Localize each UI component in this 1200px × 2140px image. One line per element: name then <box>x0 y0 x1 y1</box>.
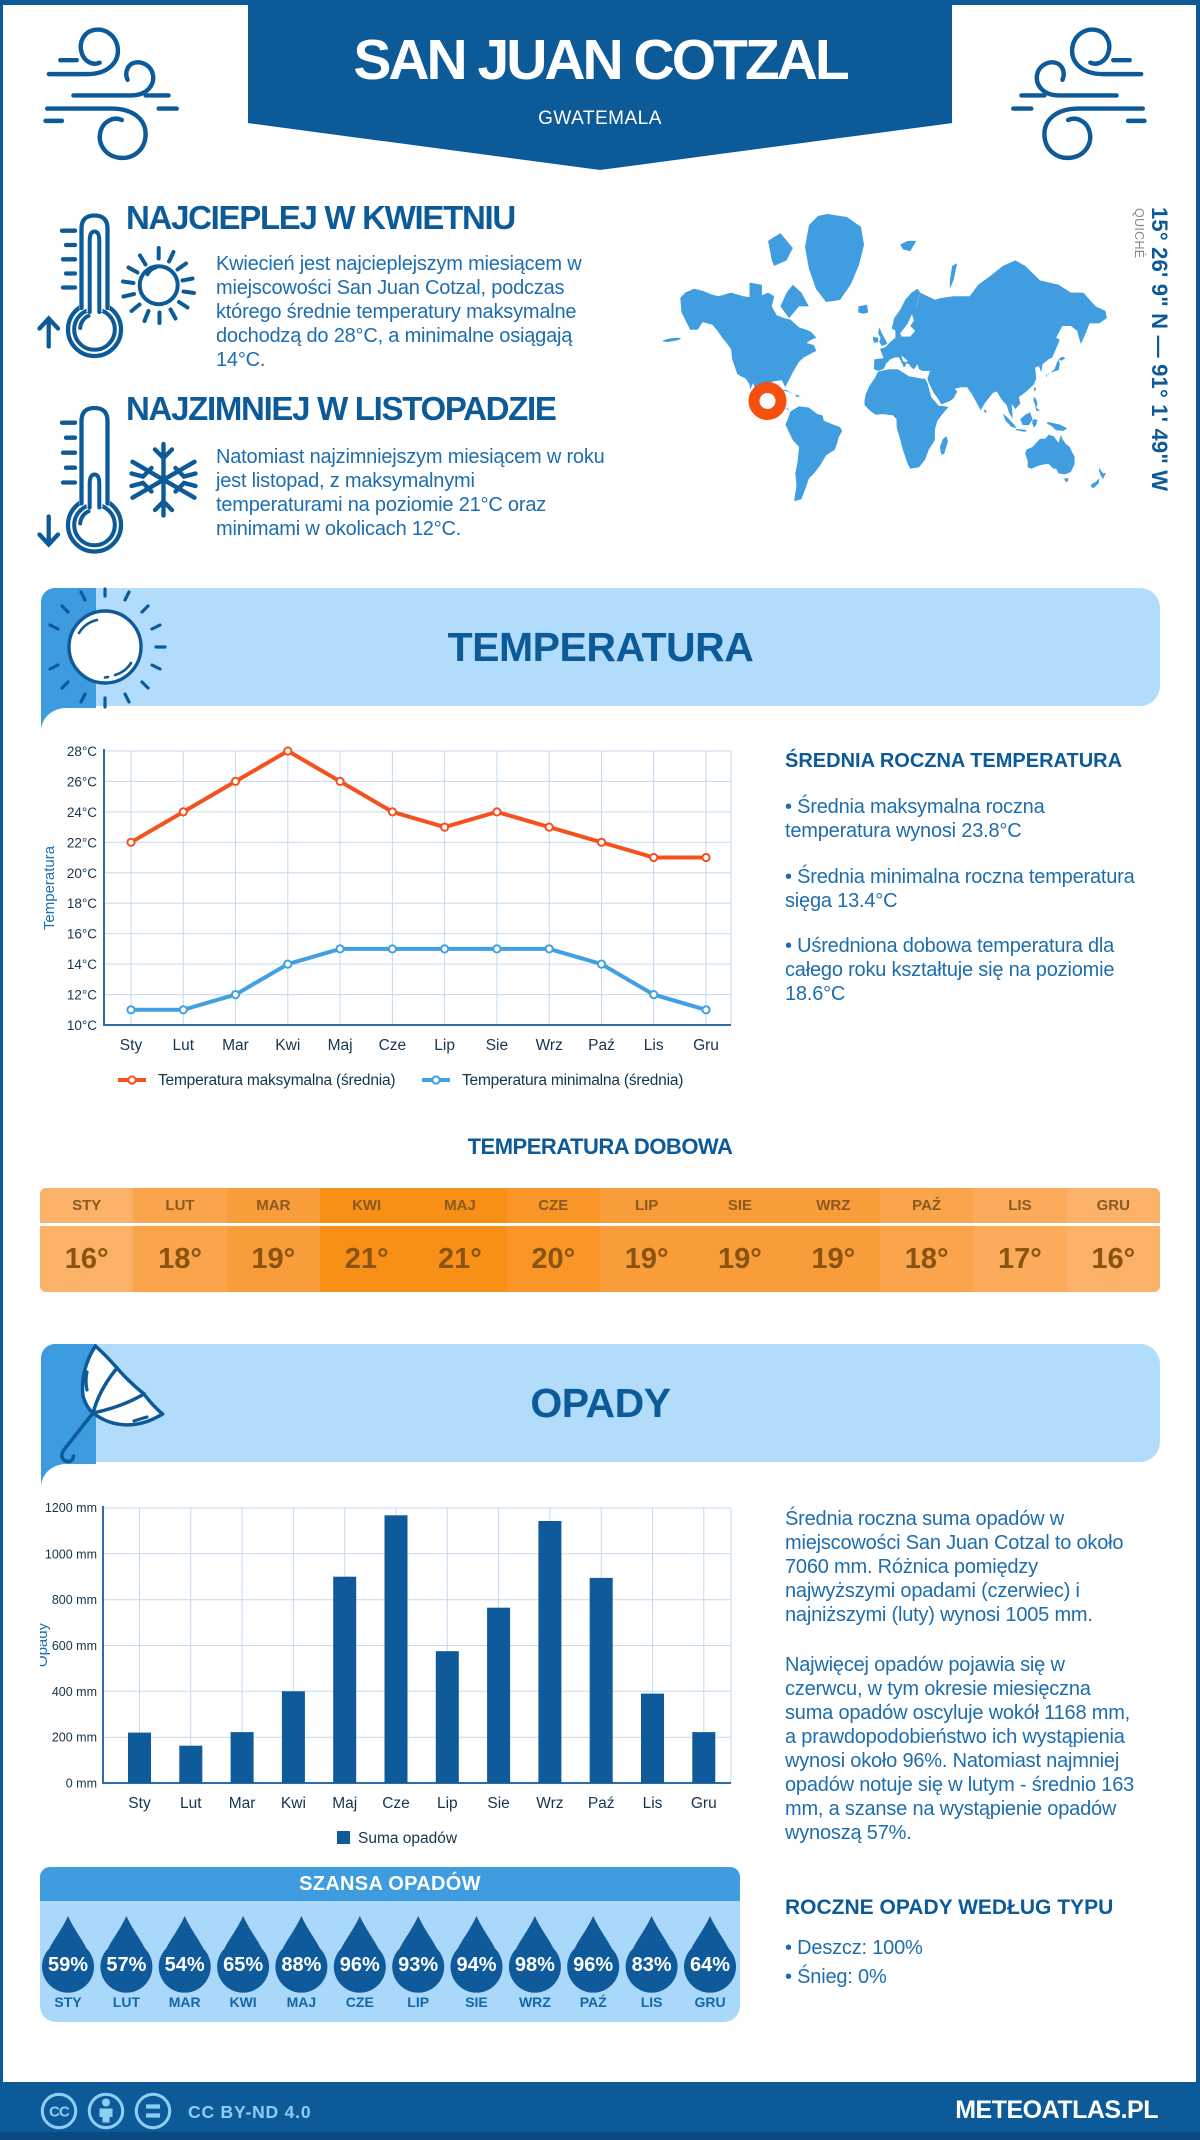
svg-text:Lis: Lis <box>643 1795 663 1812</box>
svg-text:STY: STY <box>54 1994 82 2010</box>
svg-text:Mar: Mar <box>222 1037 249 1054</box>
svg-text:800 mm: 800 mm <box>52 1593 97 1607</box>
svg-text:Cze: Cze <box>382 1795 410 1812</box>
svg-text:GRU: GRU <box>694 1994 725 2010</box>
svg-text:Gru: Gru <box>691 1795 717 1812</box>
svg-text:96%: 96% <box>573 1954 613 1976</box>
svg-text:Opady: Opady <box>40 1622 51 1667</box>
svg-text:93%: 93% <box>398 1954 438 1976</box>
svg-text:SIE: SIE <box>465 1994 488 2010</box>
svg-text:LIP: LIP <box>407 1994 429 2010</box>
svg-text:54%: 54% <box>165 1954 205 1976</box>
svg-text:Temperatura: Temperatura <box>41 845 58 930</box>
svg-text:PAŹ: PAŹ <box>580 1994 607 2010</box>
svg-text:Lis: Lis <box>644 1037 664 1054</box>
svg-text:LIS: LIS <box>641 1994 663 2010</box>
svg-text:64%: 64% <box>690 1954 730 1976</box>
svg-text:Temperatura maksymalna (średni: Temperatura maksymalna (średnia) <box>158 1072 395 1089</box>
svg-text:12°C: 12°C <box>67 988 97 1003</box>
svg-text:MAR: MAR <box>169 1994 201 2010</box>
svg-text:Cze: Cze <box>379 1037 407 1054</box>
svg-text:KWI: KWI <box>229 1994 256 2010</box>
svg-text:400 mm: 400 mm <box>52 1685 97 1699</box>
svg-text:600 mm: 600 mm <box>52 1639 97 1653</box>
svg-text:Paź: Paź <box>588 1037 615 1054</box>
svg-text:24°C: 24°C <box>67 805 97 820</box>
svg-text:Maj: Maj <box>332 1795 357 1812</box>
svg-text:22°C: 22°C <box>67 835 97 850</box>
svg-text:Lip: Lip <box>434 1037 455 1054</box>
svg-text:Lut: Lut <box>180 1795 202 1812</box>
svg-text:94%: 94% <box>456 1954 496 1976</box>
svg-text:16°C: 16°C <box>67 927 97 942</box>
svg-text:Sty: Sty <box>120 1037 143 1054</box>
svg-text:1000 mm: 1000 mm <box>45 1547 97 1561</box>
svg-text:Paź: Paź <box>588 1795 615 1812</box>
svg-text:Suma opadów: Suma opadów <box>358 1830 458 1847</box>
svg-text:57%: 57% <box>106 1954 146 1976</box>
svg-text:Sie: Sie <box>486 1037 508 1054</box>
svg-text:Sie: Sie <box>487 1795 509 1812</box>
svg-text:Lip: Lip <box>437 1795 458 1812</box>
svg-text:Sty: Sty <box>128 1795 151 1812</box>
svg-text:LUT: LUT <box>113 1994 141 2010</box>
svg-text:Wrz: Wrz <box>536 1037 563 1054</box>
svg-text:200 mm: 200 mm <box>52 1731 97 1745</box>
svg-text:Mar: Mar <box>229 1795 256 1812</box>
svg-text:26°C: 26°C <box>67 774 97 789</box>
svg-text:59%: 59% <box>48 1954 88 1976</box>
svg-text:10°C: 10°C <box>67 1018 97 1033</box>
svg-text:Kwi: Kwi <box>281 1795 306 1812</box>
svg-text:28°C: 28°C <box>67 744 97 759</box>
svg-text:96%: 96% <box>340 1954 380 1976</box>
svg-text:Temperatura minimalna (średnia: Temperatura minimalna (średnia) <box>462 1072 683 1089</box>
svg-text:83%: 83% <box>632 1954 672 1976</box>
svg-text:Lut: Lut <box>173 1037 195 1054</box>
svg-text:1200 mm: 1200 mm <box>45 1501 97 1515</box>
svg-text:14°C: 14°C <box>67 957 97 972</box>
svg-text:18°C: 18°C <box>67 896 97 911</box>
svg-text:Wrz: Wrz <box>536 1795 563 1812</box>
svg-text:CZE: CZE <box>346 1994 374 2010</box>
svg-text:Kwi: Kwi <box>275 1037 300 1054</box>
svg-text:Gru: Gru <box>693 1037 719 1054</box>
svg-text:CC: CC <box>49 2104 70 2121</box>
svg-text:88%: 88% <box>281 1954 321 1976</box>
svg-text:Maj: Maj <box>328 1037 353 1054</box>
svg-text:WRZ: WRZ <box>519 1994 551 2010</box>
svg-text:65%: 65% <box>223 1954 263 1976</box>
svg-text:MAJ: MAJ <box>287 1994 317 2010</box>
svg-text:20°C: 20°C <box>67 866 97 881</box>
svg-text:98%: 98% <box>515 1954 555 1976</box>
svg-text:0 mm: 0 mm <box>66 1777 97 1791</box>
